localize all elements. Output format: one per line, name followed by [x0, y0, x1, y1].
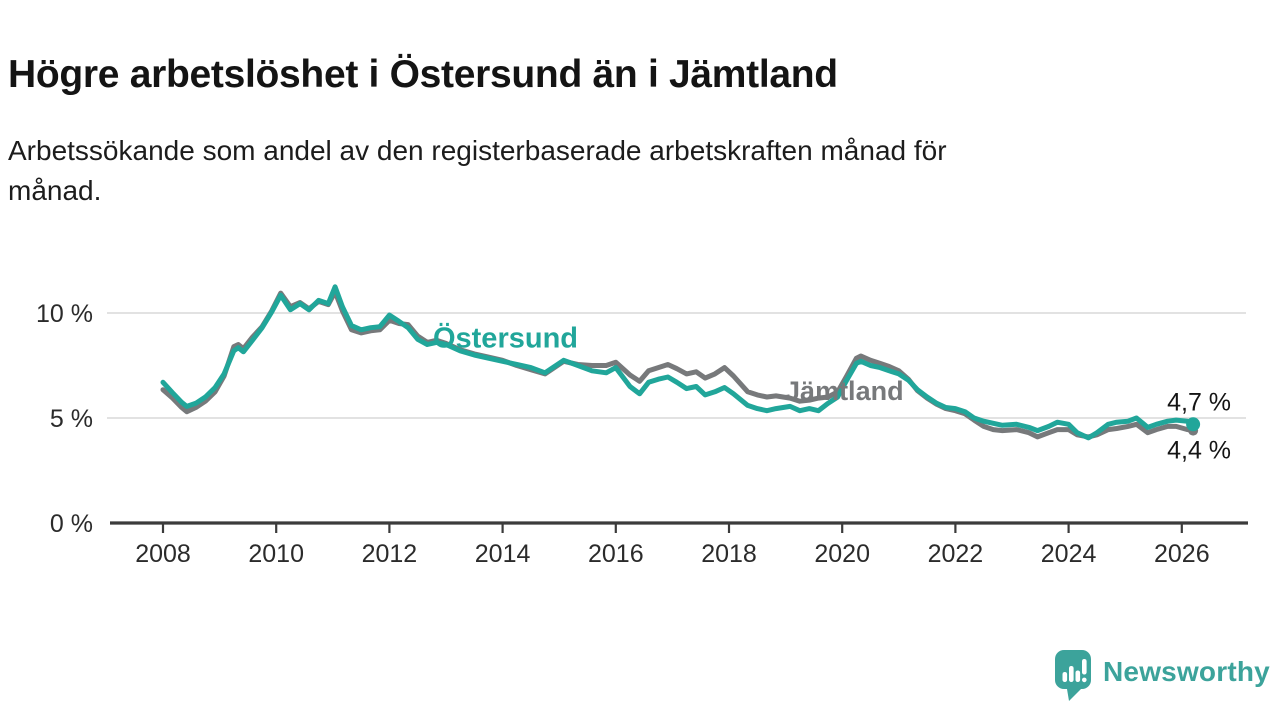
y-axis-tick-label: 0 %	[50, 510, 93, 538]
chart-area: 0 % 5 % 10 % 2008 2010 2012 2014 2016 2018 2020 20…	[0, 235, 1280, 575]
x-axis-tick-label: 2010	[248, 540, 304, 568]
x-axis-tick-label: 2012	[362, 540, 418, 568]
end-value-label-stersund: 4,7 %	[1167, 388, 1231, 416]
x-axis-tick-label: 2008	[135, 540, 191, 568]
logo-exclamation-dot	[1082, 677, 1087, 682]
x-axis-tick-label: 2018	[701, 540, 757, 568]
line-chart: 0 % 5 % 10 % 2008 2010 2012 2014 2016 2018 2020 20…	[36, 284, 1248, 568]
x-axis-tick-label: 2022	[928, 540, 984, 568]
series-stersund-end-dot	[1186, 417, 1201, 432]
x-axis-tick-label: 2024	[1041, 540, 1097, 568]
chart-subtitle-line-1: Arbetssökande som andel av den registerb…	[8, 135, 947, 166]
page-title: Högre arbetslöshet i Östersund än i Jämt…	[8, 53, 838, 97]
x-axis-tick-label: 2020	[814, 540, 870, 568]
y-axis-tick-label: 10 %	[36, 300, 93, 328]
y-axis-tick-label: 5 %	[50, 405, 93, 433]
end-value-label-jmtland: 4,4 %	[1167, 437, 1231, 465]
x-axis-tick-label: 2014	[475, 540, 531, 568]
logo-bar-3	[1075, 670, 1081, 682]
logo-bar-2	[1069, 665, 1074, 682]
series-label-stersund: Östersund	[433, 322, 578, 355]
x-axis-tick-label: 2026	[1154, 540, 1210, 568]
newsworthy-wordmark: Newsworthy	[1103, 656, 1270, 687]
logo-exclamation-bar	[1082, 658, 1087, 674]
series-label-jmtland: Jämtland	[785, 376, 904, 406]
chart-subtitle: Arbetssökande som andel av den registerb…	[8, 131, 1268, 211]
series-stersund-line	[160, 284, 1196, 441]
x-axis-tick-label: 2016	[588, 540, 644, 568]
newsworthy-bubble-chart-icon	[1055, 649, 1091, 701]
logo-bar-1	[1062, 671, 1068, 682]
newsworthy-logo: Newsworthy	[1054, 646, 1270, 704]
chart-subtitle-line-2: månad.	[8, 175, 102, 207]
